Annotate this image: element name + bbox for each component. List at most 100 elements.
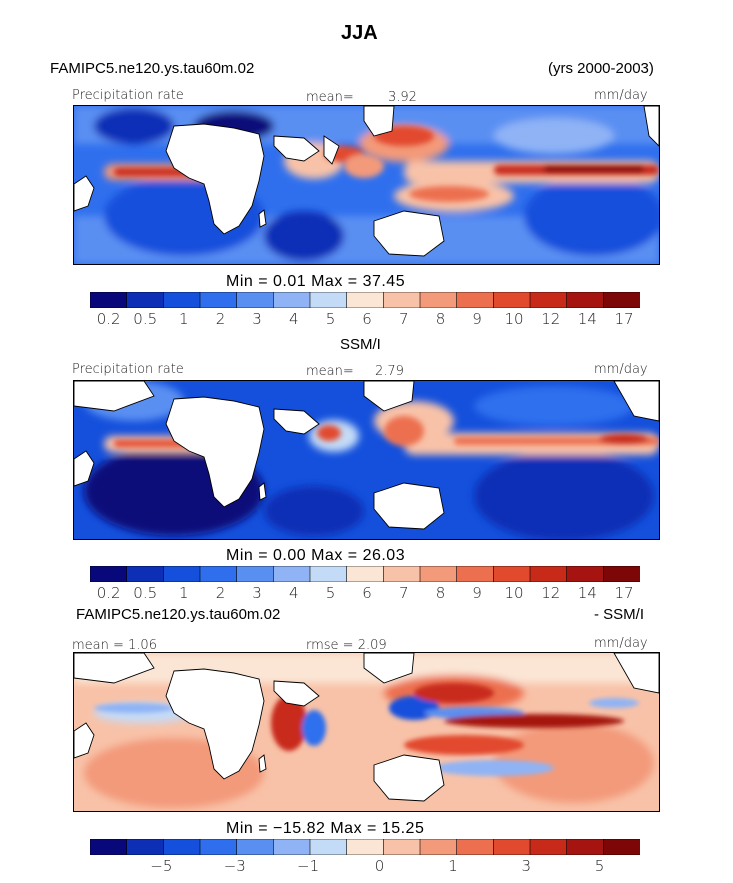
diff-asia-land: [363, 653, 415, 684]
colorbar-swatch: [273, 566, 311, 582]
colorbar-swatch: [199, 839, 238, 855]
panel3-heading-left: FAMIPC5.ne120.ys.tau60m.02: [76, 606, 281, 623]
colorbar-swatch: [309, 566, 348, 582]
colorbar-swatch: [309, 839, 348, 855]
colorbar-tick-label: 17: [614, 310, 634, 328]
diff-south-america-land: [74, 722, 95, 759]
colorbar-swatch: [199, 566, 238, 582]
difference-map-svg: [74, 653, 659, 811]
colorbar-swatch: [603, 839, 640, 855]
panel3-min-max: Min = −15.82 Max = 15.25: [226, 820, 425, 837]
colorbar-tick-label: 14: [577, 310, 597, 328]
colorbar-tick-label: 1: [448, 857, 458, 875]
colorbar-swatch: [90, 839, 128, 855]
colorbar-tick-label: 2: [215, 584, 226, 602]
colorbar-swatch: [419, 839, 458, 855]
colorbar-swatch: [383, 566, 421, 582]
colorbar-swatch: [236, 839, 274, 855]
obs-precip-map: [73, 380, 660, 540]
colorbar-tick-label: 3: [252, 310, 262, 328]
diff-africa-land: [165, 668, 265, 780]
colorbar-swatch: [163, 566, 201, 582]
panel2-units: mm/day: [594, 362, 648, 377]
obs-australia-land: [373, 482, 445, 530]
colorbar-tick-label: 5: [325, 310, 336, 328]
panel3-mean: mean = 1.06: [72, 638, 157, 653]
colorbar-swatch: [493, 839, 531, 855]
colorbar-tick-label: 9: [472, 310, 482, 328]
colorbar-tick-label: 7: [399, 310, 409, 328]
diff-madagascar-land: [258, 754, 267, 773]
colorbar-swatch: [346, 839, 384, 855]
colorbar-swatch: [566, 292, 604, 308]
model-india-land: [323, 135, 340, 165]
obs-asia-land: [363, 381, 415, 412]
obs-south-america-land: [74, 450, 95, 487]
panel2-mean-label: mean=: [306, 364, 354, 379]
colorbar-swatch: [493, 292, 531, 308]
model-africa-land: [165, 123, 265, 235]
panel1-colorbar-svg: [90, 292, 640, 308]
panel2-mean-value: 2.79: [375, 364, 404, 379]
panel2-colorbar: [90, 566, 640, 582]
obs-africa-land: [165, 396, 265, 508]
colorbar-swatch: [273, 292, 311, 308]
colorbar-tick-label: 4: [289, 310, 299, 328]
colorbar-tick-label: 8: [435, 584, 446, 602]
colorbar-swatch: [236, 566, 274, 582]
colorbar-swatch: [456, 292, 494, 308]
model-asia-land: [363, 106, 395, 137]
colorbar-swatch: [603, 566, 640, 582]
colorbar-tick-label: 8: [435, 310, 446, 328]
colorbar-swatch: [199, 292, 238, 308]
colorbar-swatch: [383, 839, 421, 855]
colorbar-tick-label: 0.2: [96, 584, 121, 602]
colorbar-tick-label: 17: [614, 584, 634, 602]
colorbar-swatch: [126, 566, 164, 582]
colorbar-swatch: [346, 566, 384, 582]
colorbar-tick-label: 12: [541, 310, 561, 328]
colorbar-tick-label: 10: [504, 310, 524, 328]
model-south-america-land: [74, 175, 95, 212]
panel3-units: mm/day: [594, 636, 648, 651]
colorbar-swatch: [529, 566, 568, 582]
panel1-min-max: Min = 0.01 Max = 37.45: [226, 273, 406, 290]
obs-madagascar-land: [258, 482, 267, 501]
colorbar-tick-label: 5: [325, 584, 336, 602]
colorbar-tick-label: −5: [150, 857, 173, 875]
obs-europe-mask: [74, 381, 155, 412]
diff-arabia-land: [273, 680, 320, 707]
panel1-colorbar-ticks: 0.2 0.5 1 2 3 4 5 6 7 8 9 10 12 14 17: [90, 310, 640, 328]
diff-north-america-land: [613, 653, 659, 694]
panel3-rmse: rmse = 2.09: [306, 638, 387, 653]
colorbar-swatch: [383, 292, 421, 308]
colorbar-tick-label: 0.5: [133, 584, 158, 602]
panel2-min-max: Min = 0.00 Max = 26.03: [226, 547, 406, 564]
colorbar-swatch: [163, 292, 201, 308]
obs-arabia-land: [273, 408, 320, 435]
panel2-heading: SSM/I: [340, 336, 381, 353]
model-precip-map-svg: [74, 106, 659, 264]
colorbar-tick-label: 0.2: [96, 310, 121, 328]
model-arabia-land: [273, 135, 320, 162]
diff-australia-land: [373, 754, 445, 802]
panel3-colorbar: [90, 839, 640, 855]
colorbar-swatch: [566, 839, 604, 855]
panel1-mean-label: mean=: [306, 90, 354, 105]
colorbar-tick-label: 7: [399, 584, 409, 602]
colorbar-swatch: [529, 839, 568, 855]
colorbar-swatch: [419, 566, 458, 582]
colorbar-tick-label: −3: [223, 857, 246, 875]
colorbar-swatch: [273, 839, 311, 855]
colorbar-tick-label: 10: [504, 584, 524, 602]
colorbar-tick-label: 2: [215, 310, 226, 328]
colorbar-tick-label: 12: [541, 584, 561, 602]
panel2-colorbar-svg: [90, 566, 640, 582]
model-name: FAMIPC5.ne120.ys.tau60m.02: [50, 60, 255, 77]
colorbar-tick-label: 5: [594, 857, 605, 875]
colorbar-tick-label: −1: [297, 857, 320, 875]
colorbar-swatch: [346, 292, 384, 308]
obs-north-america-land: [613, 381, 659, 422]
colorbar-tick-label: 3: [521, 857, 532, 875]
obs-precip-map-svg: [74, 381, 659, 539]
